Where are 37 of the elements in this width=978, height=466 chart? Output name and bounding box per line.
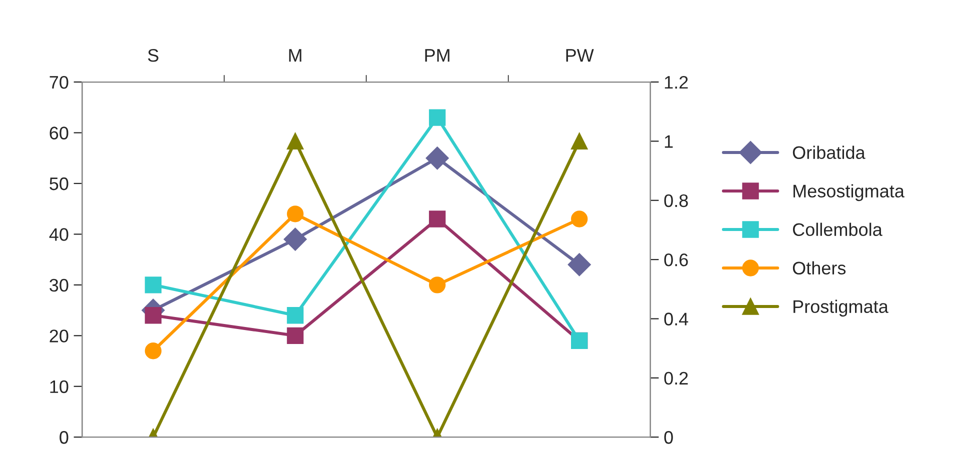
legend-label: Prostigmata — [794, 300, 888, 317]
y2-tick-label: 0.6 — [664, 253, 688, 266]
legend-label: Others — [792, 261, 846, 274]
y-tick-label: 30 — [50, 278, 68, 292]
legend-label: Oribatida — [792, 146, 866, 160]
legend-label: Mesostigmata — [794, 184, 904, 202]
point — [144, 307, 162, 324]
y-tick-label: 10 — [50, 380, 68, 394]
point — [428, 210, 446, 228]
point — [286, 307, 304, 324]
point — [144, 276, 162, 294]
y-tick-label: 50 — [50, 177, 68, 190]
point — [568, 253, 591, 276]
point — [144, 342, 162, 360]
point — [286, 327, 304, 344]
point — [571, 210, 588, 228]
point — [428, 276, 446, 294]
y2-tick-label: 0.2 — [664, 372, 688, 385]
y-tick-label: 40 — [49, 228, 68, 241]
point — [426, 146, 449, 170]
point — [286, 206, 304, 222]
y2-tick-label: 0 — [664, 431, 673, 444]
x-tick-label: S — [148, 48, 158, 62]
y2-tick-label: 0.4 — [664, 312, 688, 326]
x-tick-label: PW — [566, 49, 594, 62]
y-tick-label: 0 — [60, 431, 68, 444]
x-tick-label: PM — [425, 49, 450, 62]
x-tick-label: M — [289, 49, 302, 62]
point — [284, 228, 307, 251]
y2-tick-label: 1.2 — [664, 76, 688, 89]
legend-label: Collembola — [792, 222, 882, 236]
y2-tick-label: 0.8 — [664, 194, 688, 208]
point — [428, 109, 446, 126]
y2-tick-label: 1 — [664, 135, 673, 148]
y-tick-label: 60 — [50, 126, 68, 140]
y-tick-label: 70 — [50, 76, 68, 89]
y-tick-label: 20 — [50, 330, 68, 342]
